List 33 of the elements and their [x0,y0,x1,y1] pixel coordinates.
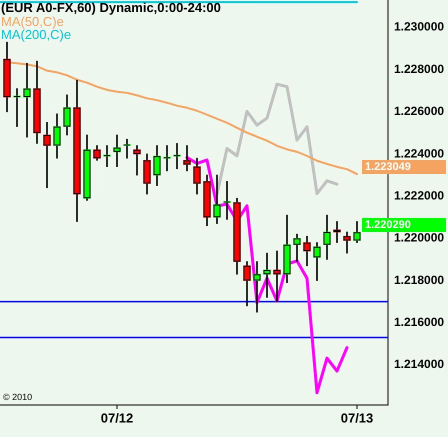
annotation: © 2010 [3,392,32,402]
x-tick-label: 07/13 [340,410,374,426]
y-tick-label: 1.226000 [394,104,444,118]
x-tick-label: 07/12 [100,410,134,426]
text: MA(50,C)e [1,14,64,29]
y-tick-label: 1.218000 [394,272,444,287]
candlestick [103,145,111,167]
text: 1.220290 [365,219,411,232]
candlestick [113,134,121,167]
candlestick [13,88,21,127]
candlestick [43,122,51,188]
candlestick [23,62,31,138]
candlestick [333,221,341,243]
y-tick-label: 1.230000 [394,20,444,34]
candlestick [183,145,191,172]
candlestick [343,232,351,254]
y-tick-label: 1.220000 [394,230,444,245]
candlestick [163,145,171,172]
data-label: 1.223049 [365,160,411,174]
y-tick-label: 1.222000 [394,188,444,202]
y-tick-label: 1.216000 [394,315,444,330]
chart-title: (EUR A0-FX,60) Dynamic,0:00-24:00 [1,0,221,15]
y-tick-label: 1.228000 [394,62,444,76]
y-tick-label: 1.214000 [394,357,444,372]
candlestick [263,252,271,298]
candlestick [293,234,301,262]
y-tick-label: 1.224000 [394,146,444,160]
candlestick [123,138,131,159]
candlestick [273,250,281,302]
candlestick [253,261,261,313]
candlestick [133,145,141,176]
candlestick [223,181,231,220]
candlestick [173,143,181,170]
